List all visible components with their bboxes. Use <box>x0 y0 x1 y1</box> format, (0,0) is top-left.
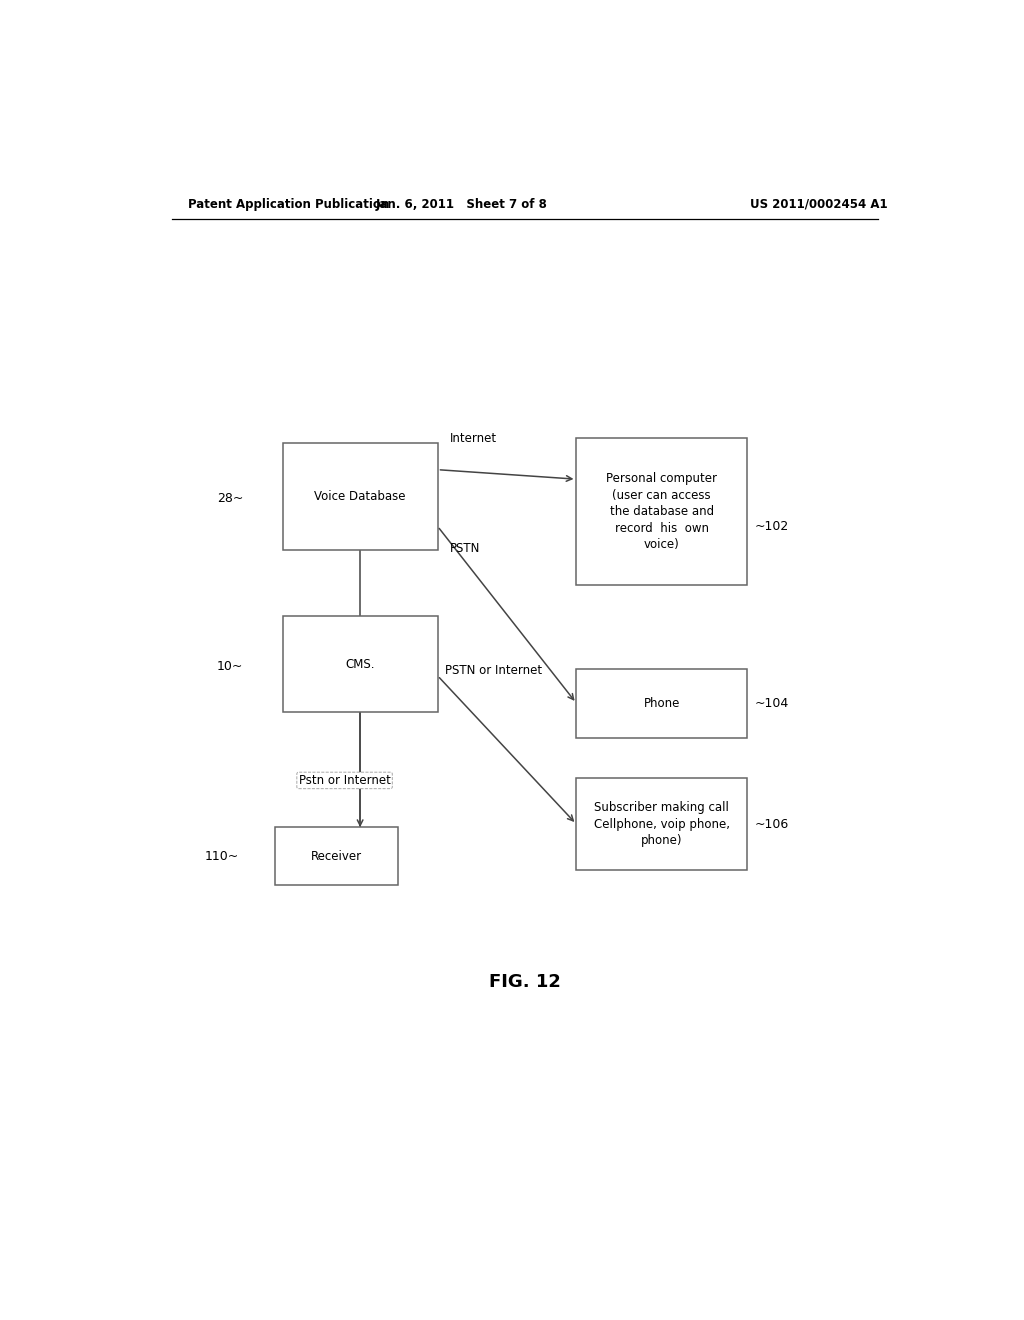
Text: Personal computer
(user can access
the database and
record  his  own
voice): Personal computer (user can access the d… <box>606 473 717 550</box>
Text: Subscriber making call
Cellphone, voip phone,
phone): Subscriber making call Cellphone, voip p… <box>594 801 730 847</box>
Text: Voice Database: Voice Database <box>314 490 406 503</box>
Text: Pstn or Internet: Pstn or Internet <box>299 774 390 787</box>
Text: 28~: 28~ <box>217 492 243 506</box>
Bar <box>577 438 748 585</box>
Text: ~106: ~106 <box>755 817 790 830</box>
Text: 10~: 10~ <box>217 660 243 673</box>
Text: Internet: Internet <box>450 432 497 445</box>
Bar <box>577 669 748 738</box>
Text: Receiver: Receiver <box>310 850 361 863</box>
Text: PSTN: PSTN <box>450 541 480 554</box>
Bar <box>283 615 437 713</box>
Text: CMS.: CMS. <box>345 657 375 671</box>
Text: Patent Application Publication: Patent Application Publication <box>187 198 389 211</box>
Text: Jan. 6, 2011   Sheet 7 of 8: Jan. 6, 2011 Sheet 7 of 8 <box>376 198 547 211</box>
Text: 110~: 110~ <box>205 850 240 863</box>
Text: ~102: ~102 <box>755 520 790 533</box>
Text: FIG. 12: FIG. 12 <box>488 973 561 991</box>
Text: ~104: ~104 <box>755 697 790 710</box>
Text: US 2011/0002454 A1: US 2011/0002454 A1 <box>750 198 887 211</box>
Bar <box>577 779 748 870</box>
Text: Phone: Phone <box>643 697 680 710</box>
Bar <box>283 444 437 549</box>
Text: PSTN or Internet: PSTN or Internet <box>445 664 543 677</box>
Bar <box>274 828 397 886</box>
